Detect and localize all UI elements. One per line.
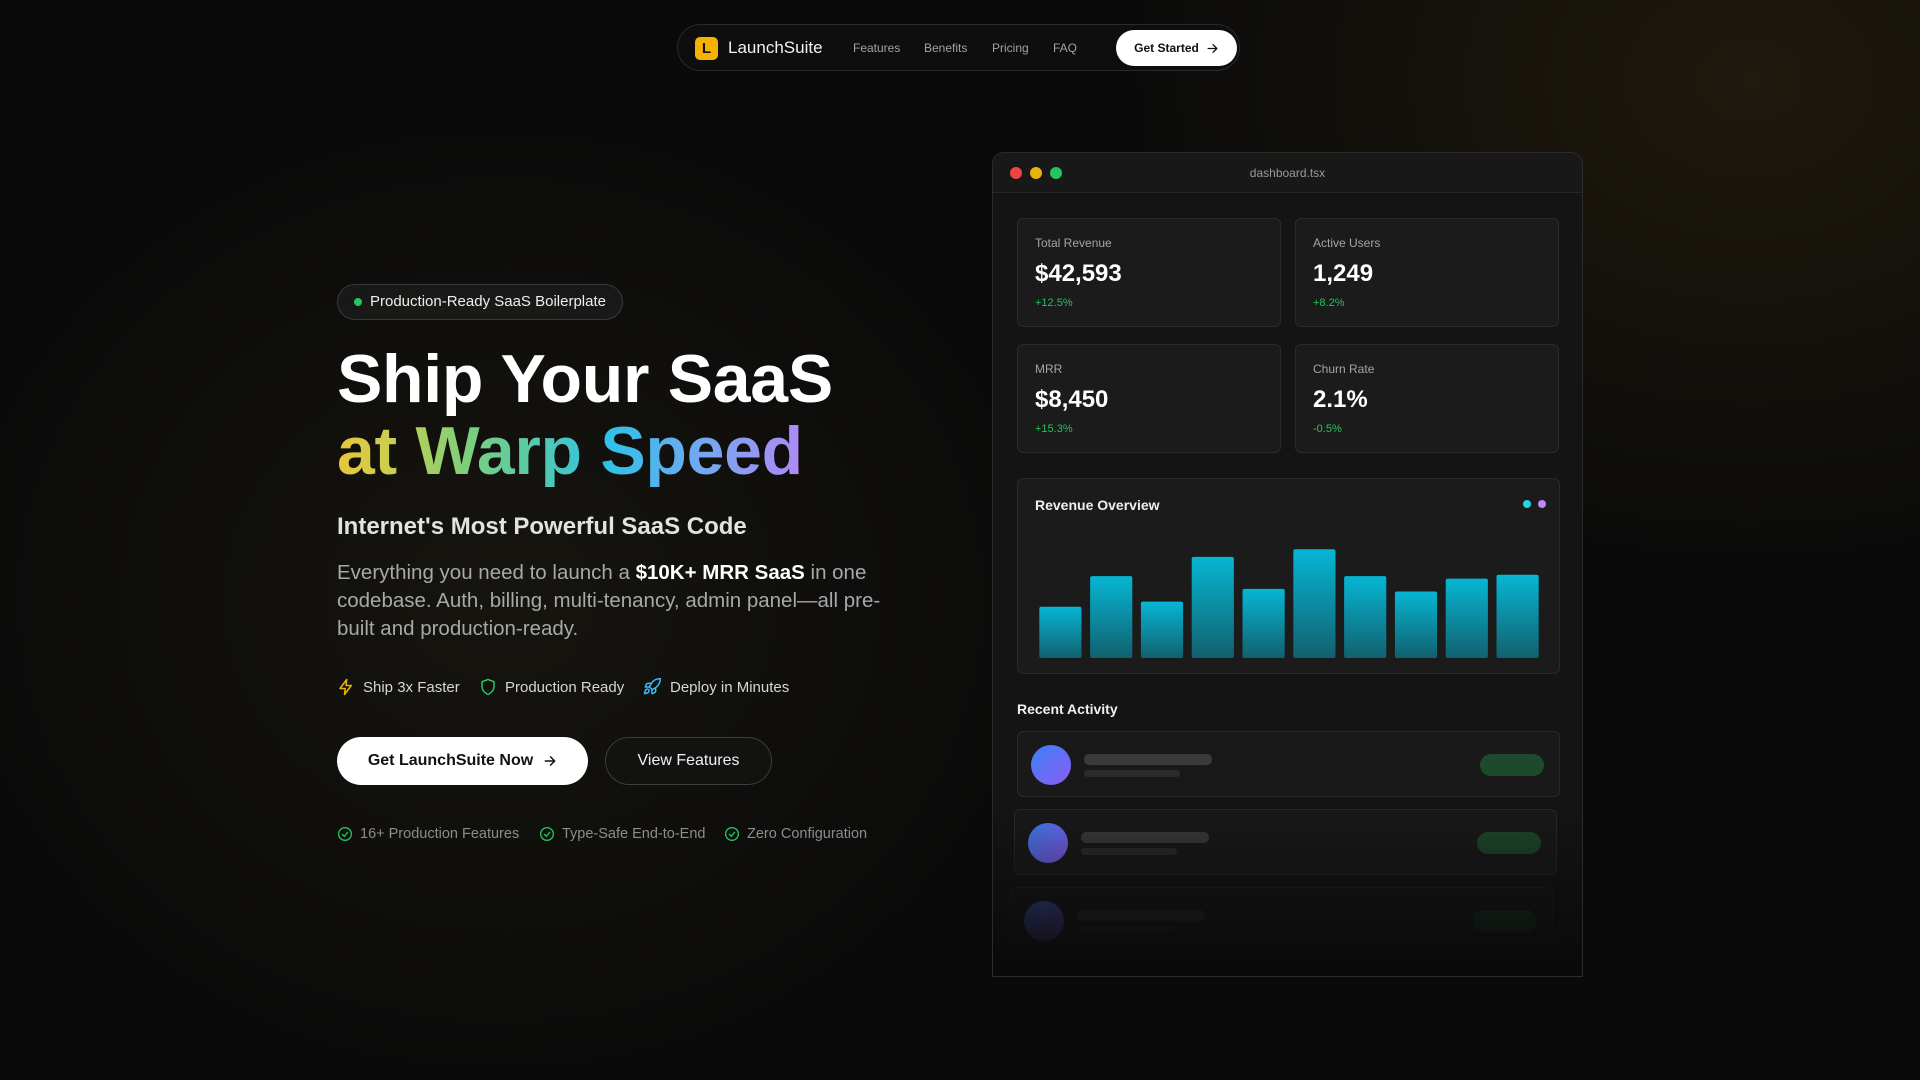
feature-label: Ship 3x Faster: [363, 678, 460, 696]
nav-link[interactable]: Benefits: [924, 41, 968, 55]
description-highlight: $10K+ MRR SaaS: [635, 561, 805, 584]
check-label: Zero Configuration: [747, 826, 868, 842]
brand[interactable]: LaunchSuite: [728, 38, 823, 57]
window-dot: [1030, 167, 1042, 179]
bar-chart: [1039, 549, 1539, 658]
stat-value: 1,249: [1313, 260, 1374, 287]
description: Everything you need to launch a $10K+ MR…: [337, 559, 917, 643]
bar: [1039, 606, 1082, 658]
bar: [1344, 576, 1387, 658]
headline-line: Ship Your SaaS: [337, 341, 833, 417]
arrow-icon: [1207, 43, 1218, 53]
skeleton: [1084, 770, 1180, 777]
nav-link[interactable]: Features: [853, 41, 901, 55]
skeleton: [1084, 754, 1212, 765]
check-icon: [338, 827, 352, 841]
description-text: in one codebase. Auth, billing, multi-te…: [337, 561, 881, 640]
bar: [1090, 576, 1133, 658]
legend-dot: [1523, 500, 1531, 508]
window-titlebar: dashboard.tsx: [993, 153, 1582, 193]
stat-change: +8.2%: [1313, 297, 1345, 309]
legend-dot: [1538, 500, 1546, 508]
accent-word: at: [337, 413, 397, 489]
secondary-cta[interactable]: View Features: [605, 737, 772, 785]
nav-cta-label: Get Started: [1134, 41, 1199, 55]
stat-change: +15.3%: [1035, 423, 1073, 435]
stat-value: 2.1%: [1313, 386, 1368, 413]
check-item: Zero Configuration: [724, 826, 867, 842]
window-dot: [1010, 167, 1022, 179]
feature: Ship 3x Faster: [337, 677, 460, 697]
primary-cta[interactable]: Get LaunchSuite Now: [337, 737, 588, 785]
check-icon: [540, 827, 554, 841]
stat-label: Active Users: [1313, 236, 1381, 250]
nav-link[interactable]: Pricing: [992, 41, 1029, 55]
chart-title: Revenue Overview: [1035, 497, 1160, 513]
headline: Ship Your SaaS at Warp Speed: [337, 343, 833, 487]
feature: Deploy in Minutes: [642, 677, 789, 697]
stat-value: $42,593: [1035, 260, 1122, 287]
section-title: Recent Activity: [1017, 701, 1118, 717]
check-item: Type-Safe End-to-End: [539, 826, 705, 842]
arrow-icon: [544, 756, 556, 766]
activity-row: [1017, 731, 1560, 797]
bar: [1445, 578, 1488, 658]
stat-change: -0.5%: [1313, 423, 1342, 435]
description-text: Everything you need to launch a: [337, 561, 636, 584]
check-label: Type-Safe End-to-End: [562, 826, 706, 842]
badge: Production-Ready SaaS Boilerplate: [337, 284, 623, 320]
stat-card: Churn Rate 2.1% -0.5%: [1295, 344, 1559, 453]
fade-overlay: [993, 806, 1582, 976]
feature-label: Production Ready: [505, 678, 625, 696]
bar: [1191, 556, 1234, 658]
shield-icon: [481, 678, 495, 696]
stat-card: Total Revenue $42,593 +12.5%: [1017, 218, 1281, 327]
check-icon: [725, 827, 739, 841]
feature-label: Deploy in Minutes: [670, 678, 790, 696]
stat-change: +12.5%: [1035, 297, 1073, 309]
bar: [1242, 588, 1285, 658]
stat-card: MRR $8,450 +15.3%: [1017, 344, 1281, 453]
bar: [1140, 601, 1184, 658]
bar: [1293, 549, 1336, 658]
nav-link[interactable]: FAQ: [1053, 41, 1078, 55]
feature: Production Ready: [479, 677, 624, 697]
accent-word: Warp: [415, 413, 582, 489]
check-label: 16+ Production Features: [360, 826, 520, 842]
rocket-icon: [643, 677, 662, 695]
dashboard-window: dashboard.tsx Total Revenue $42,593 +12.…: [992, 152, 1583, 977]
logo[interactable]: L: [695, 37, 718, 60]
subheading: Internet's Most Powerful SaaS Code: [337, 513, 747, 540]
bolt-icon: [339, 678, 352, 696]
window-dot: [1050, 167, 1062, 179]
stat-card: Active Users 1,249 +8.2%: [1295, 218, 1559, 327]
status-pill: [1480, 754, 1544, 776]
stat-label: Churn Rate: [1313, 362, 1375, 376]
stat-label: MRR: [1035, 362, 1063, 376]
avatar: [1031, 745, 1071, 785]
nav-cta[interactable]: Get Started: [1116, 30, 1237, 66]
stat-label: Total Revenue: [1035, 236, 1112, 250]
navbar: L LaunchSuite Features Benefits Pricing …: [677, 24, 1240, 71]
accent-word: Speed: [600, 413, 803, 489]
bar: [1496, 574, 1539, 658]
filename: dashboard.tsx: [1249, 166, 1326, 180]
bar: [1394, 591, 1438, 658]
stat-value: $8,450: [1035, 386, 1109, 413]
check-item: 16+ Production Features: [337, 826, 519, 842]
primary-cta-label: Get LaunchSuite Now: [367, 752, 534, 769]
headline-accent: at Warp Speed: [337, 415, 803, 487]
revenue-panel: Revenue Overview: [1017, 478, 1560, 674]
